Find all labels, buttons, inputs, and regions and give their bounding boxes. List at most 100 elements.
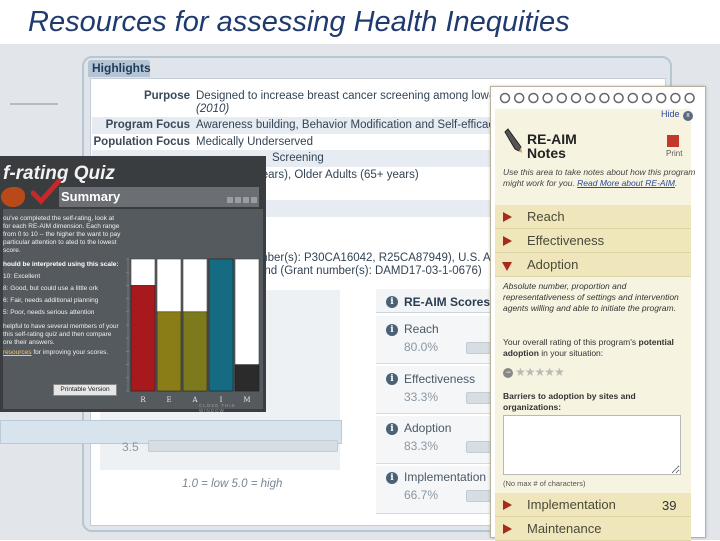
rating-prefix: Your overall rating of this program's xyxy=(503,337,639,347)
quiz-header: f-rating Quiz Summary xyxy=(1,159,263,209)
read-more-link[interactable]: Read More about RE-AIM xyxy=(577,178,675,188)
spiral-ring xyxy=(542,92,553,104)
chart-category-label: R xyxy=(140,396,146,404)
chart-bar xyxy=(182,311,208,392)
print-link[interactable]: Print xyxy=(666,149,683,158)
slide-title: Resources for assessing Health Inequitie… xyxy=(0,0,720,44)
window-controls[interactable] xyxy=(225,190,257,208)
spiral-ring xyxy=(627,92,639,104)
quiz-logo-swoosh xyxy=(1,187,25,207)
spiral-ring xyxy=(528,92,539,104)
caret-right-icon xyxy=(503,212,512,222)
star-rating[interactable]: − ★★★★★ xyxy=(503,365,565,379)
barriers-textarea[interactable] xyxy=(503,415,681,475)
chart-bar xyxy=(156,311,182,392)
score-reach xyxy=(376,316,496,364)
notebook-spiral xyxy=(499,92,695,104)
grant-row: mber(s): P30CA16042, R25CA87949), U.S. A… xyxy=(92,250,504,267)
accordion-label: Maintenance xyxy=(527,521,602,536)
close-window-link[interactable]: CLOSE THIS WINDOW xyxy=(199,403,236,413)
spiral-ring xyxy=(599,92,610,104)
accordion-label: Effectiveness xyxy=(527,233,605,248)
resources-tail: for improving your scores. xyxy=(31,349,109,356)
info-icon[interactable]: i xyxy=(386,423,398,435)
population-focus-row: Population Focus Medically Underserved xyxy=(92,134,492,151)
page-number: 39 xyxy=(662,498,677,513)
accordion-label: Implementation xyxy=(527,497,616,512)
spiral-ring xyxy=(556,92,568,104)
quiz-interpret: hould be interpreted using this scale: xyxy=(3,261,119,268)
print-icon[interactable] xyxy=(667,135,679,147)
scale-value: 3.5 xyxy=(122,440,139,454)
close-icon[interactable]: x xyxy=(683,111,693,121)
char-limit-note: (No max # of characters) xyxy=(503,479,586,488)
quiz-summary-text: ou've completed the self-rating, look at… xyxy=(3,215,121,357)
rating-suffix: in your situation: xyxy=(538,348,604,358)
printable-version-button[interactable]: Printable Version xyxy=(53,384,117,396)
spiral-ring xyxy=(641,92,653,104)
notes-title: RE-AIM Notes xyxy=(527,131,577,161)
spiral-ring xyxy=(613,92,624,104)
hide-link[interactable]: Hide xyxy=(661,109,680,119)
accordion-effectiveness[interactable]: Effectiveness xyxy=(495,229,691,253)
spiral-ring xyxy=(570,92,582,104)
age-row: years), Older Adults (65+ years) xyxy=(92,167,492,184)
highlights-stripe xyxy=(262,200,492,217)
checkmark-icon xyxy=(31,179,61,205)
info-icon[interactable]: i xyxy=(386,472,398,484)
population-focus-label: Population Focus xyxy=(93,136,190,148)
score-pct: 80.0% xyxy=(404,340,439,354)
scale-bar xyxy=(148,440,338,452)
score-name: Implementation xyxy=(404,470,487,484)
info-icon[interactable]: i xyxy=(386,373,398,385)
barriers-label: Barriers to adoption by sites and organi… xyxy=(503,391,636,412)
notes-description: Use this area to take notes about how th… xyxy=(503,167,696,188)
score-pct: 33.3% xyxy=(404,390,439,404)
spiral-ring xyxy=(670,92,681,104)
topic-value: Screening xyxy=(272,152,324,164)
caret-right-icon xyxy=(503,500,512,510)
program-focus-row: Program Focus Awareness building, Behavi… xyxy=(92,117,500,134)
score-pct: 66.7% xyxy=(404,488,439,502)
chart-bar xyxy=(130,285,156,392)
spiral-ring xyxy=(655,92,667,104)
caret-down-icon xyxy=(502,262,512,271)
score-name: Adoption xyxy=(404,421,452,435)
purpose-label: Purpose xyxy=(143,90,190,102)
chart-category-label: A xyxy=(191,396,198,404)
info-icon[interactable]: i xyxy=(386,324,398,336)
quiz-intro: ou've completed the self-rating, look at… xyxy=(3,215,121,254)
adoption-rating-prompt: Your overall rating of this program's po… xyxy=(503,337,695,359)
rating-bold: potential adoption xyxy=(503,337,674,358)
program-focus-value: Awareness building, Behavior Modificatio… xyxy=(196,119,500,131)
population-focus-value: Medically Underserved xyxy=(196,136,313,148)
accordion-reach[interactable]: Reach xyxy=(495,205,691,229)
star-icons[interactable]: ★★★★★ xyxy=(515,365,565,379)
purpose-row-2: (2010) xyxy=(92,101,492,118)
purpose-value-year: (2010) xyxy=(196,103,230,115)
caret-right-icon xyxy=(503,524,512,534)
grant-row-2: and (Grant number(s): DAMD17-03-1-0676) xyxy=(92,263,492,280)
accordion-implementation[interactable]: Implementation xyxy=(495,493,691,517)
scale-fair: 6: Fair, needs additional planning xyxy=(3,297,99,304)
score-name: Effectiveness xyxy=(404,372,476,386)
scale-good: 8: Good, but could use a little ork xyxy=(3,285,99,292)
highlights-tab[interactable]: Highlights xyxy=(88,60,151,77)
reaim-scores-title: RE-AIM Scores xyxy=(404,295,491,309)
clear-rating-icon[interactable]: − xyxy=(503,368,513,378)
scale-legend: 1.0 = low 5.0 = high xyxy=(182,478,283,490)
accordion-adoption[interactable]: Adoption xyxy=(495,253,691,277)
program-focus-label: Program Focus xyxy=(105,119,190,131)
resources-link[interactable]: resources xyxy=(3,349,32,356)
age-value: years), Older Adults (65+ years) xyxy=(256,169,419,181)
quiz-title: f-rating Quiz xyxy=(3,163,115,184)
accordion-maintenance[interactable]: Maintenance xyxy=(495,517,691,541)
scale-poor: 5: Poor, needs serious attention xyxy=(3,309,95,316)
adoption-description: Absolute number, proportion and represen… xyxy=(503,281,679,313)
info-icon[interactable]: i xyxy=(386,296,398,308)
accordion-label: Adoption xyxy=(527,257,579,272)
purpose-value: Designed to increase breast cancer scree… xyxy=(196,90,508,102)
scale-excellent: 10: Excellent xyxy=(3,273,41,280)
caret-right-icon xyxy=(503,236,512,246)
quiz-helpful: helpful to have several members of your … xyxy=(3,323,119,346)
